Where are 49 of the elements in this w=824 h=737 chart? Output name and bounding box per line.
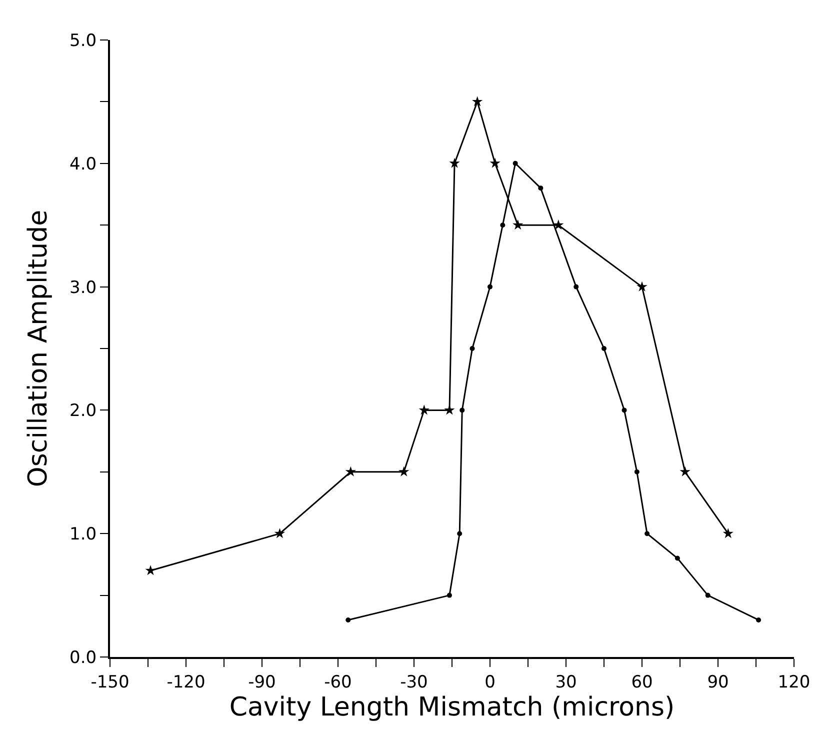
point [636, 281, 648, 292]
point [490, 158, 500, 168]
point [418, 404, 430, 415]
point [512, 160, 518, 166]
point [705, 592, 710, 598]
point [538, 186, 544, 191]
point [500, 222, 506, 228]
point [444, 404, 455, 415]
x-tick-label: 60 [631, 672, 653, 692]
point [446, 592, 452, 598]
point [644, 531, 650, 536]
y-tick-label: 5.0 [70, 30, 97, 51]
point [345, 466, 356, 476]
y-tick-label: 2.0 [70, 401, 97, 422]
point [674, 556, 680, 561]
y-axis-title: Oscillation Amplitude [23, 210, 54, 488]
point [460, 408, 465, 413]
point [457, 531, 462, 536]
x-tick-label: -30 [400, 672, 428, 692]
point [274, 528, 286, 538]
point [622, 408, 627, 413]
x-tick-label: 0 [484, 672, 496, 692]
x-tick-label: -120 [166, 672, 206, 692]
x-tick-label: 30 [555, 672, 577, 692]
point [346, 617, 351, 622]
point [553, 220, 564, 230]
point [634, 469, 640, 474]
x-tick-label: -60 [324, 672, 352, 692]
point [398, 466, 410, 476]
point [449, 158, 460, 168]
point [145, 565, 156, 576]
point [472, 96, 483, 106]
x-axis-title: Cavity Length Mismatch (microns) [229, 692, 675, 722]
point [680, 466, 690, 476]
x-tick-label: -150 [90, 672, 130, 692]
x-tick-label: 90 [707, 672, 729, 692]
point [470, 346, 475, 351]
point [602, 346, 606, 351]
point [488, 284, 492, 290]
y-tick-label: 0.0 [70, 648, 97, 668]
point [574, 284, 579, 290]
point [722, 528, 734, 538]
point [756, 617, 762, 622]
x-tick-label: -90 [248, 672, 276, 692]
y-tick-label: 1.0 [70, 524, 97, 545]
y-tick-label: 4.0 [70, 154, 97, 174]
point [512, 220, 524, 230]
y-tick-label: 3.0 [70, 278, 97, 298]
x-tick-label: 120 [778, 672, 810, 692]
